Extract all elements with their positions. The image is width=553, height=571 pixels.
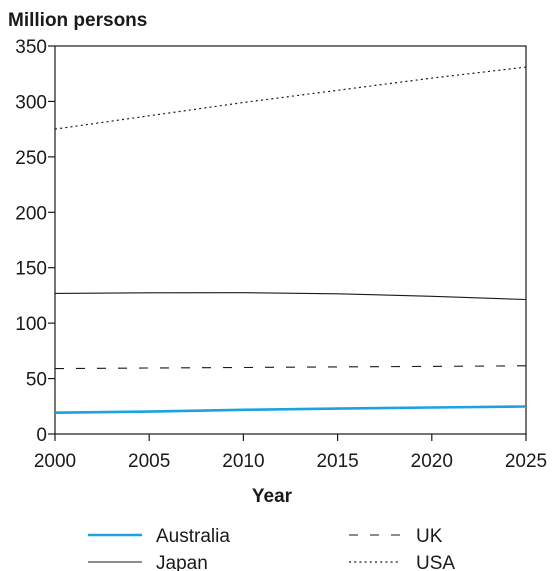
x-tick-label: 2020 <box>411 451 453 472</box>
y-axis-label: Million persons <box>8 10 147 31</box>
legend-label-japan: Japan <box>156 553 208 571</box>
x-tick-label: 2000 <box>34 451 76 472</box>
y-tick-label: 350 <box>15 37 47 58</box>
x-axis-label: Year <box>252 486 293 507</box>
legend-label-usa: USA <box>416 553 455 571</box>
y-tick-label: 50 <box>26 370 47 391</box>
y-tick-label: 300 <box>15 92 47 113</box>
series-line-uk <box>54 365 527 370</box>
legend-label-uk: UK <box>416 526 443 547</box>
y-tick-label: 150 <box>15 259 47 280</box>
series-line-japan <box>54 292 527 301</box>
y-tick-label: 250 <box>15 148 47 169</box>
plot-frame <box>54 45 527 435</box>
y-tick-label: 100 <box>15 314 47 335</box>
x-tick-label: 2015 <box>316 451 358 472</box>
y-axis-ticks: 0 50 100 150 200 250 300 350 <box>15 37 55 446</box>
x-tick-label: 2010 <box>222 451 264 472</box>
series-line-australia <box>54 405 527 414</box>
x-axis-ticks: 2000 2005 2010 2015 2020 2025 <box>34 434 547 472</box>
series-line-usa <box>54 66 527 130</box>
legend: Australia Japan UK USA <box>88 526 455 571</box>
series-lines <box>54 66 527 414</box>
y-tick-label: 0 <box>36 425 47 446</box>
y-tick-label: 200 <box>15 203 47 224</box>
legend-label-australia: Australia <box>156 526 230 547</box>
x-tick-label: 2005 <box>128 451 170 472</box>
x-tick-label: 2025 <box>505 451 547 472</box>
